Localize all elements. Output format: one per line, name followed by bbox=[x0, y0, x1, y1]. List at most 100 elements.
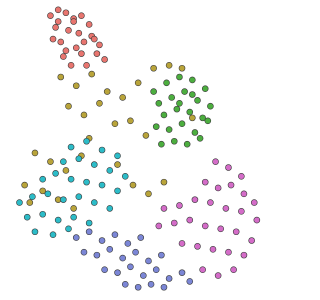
point bbox=[158, 140, 165, 148]
point bbox=[253, 216, 261, 224]
point bbox=[232, 228, 240, 236]
point bbox=[178, 120, 186, 128]
point bbox=[127, 117, 134, 125]
point bbox=[207, 102, 214, 110]
point bbox=[57, 73, 65, 81]
point bbox=[31, 149, 39, 157]
point bbox=[124, 240, 132, 247]
point bbox=[240, 190, 248, 198]
point bbox=[83, 137, 90, 145]
point bbox=[173, 105, 181, 113]
point bbox=[181, 88, 188, 95]
point bbox=[62, 9, 70, 17]
point bbox=[145, 257, 152, 265]
point bbox=[75, 29, 83, 37]
point bbox=[191, 129, 199, 136]
point bbox=[80, 248, 88, 256]
point bbox=[54, 18, 62, 25]
point bbox=[186, 108, 194, 116]
point bbox=[186, 216, 194, 224]
point bbox=[67, 143, 75, 151]
point bbox=[204, 117, 212, 125]
point bbox=[238, 208, 245, 215]
point bbox=[152, 123, 160, 130]
point bbox=[80, 38, 88, 46]
point bbox=[134, 79, 142, 87]
point bbox=[65, 225, 72, 233]
point bbox=[147, 281, 155, 288]
point bbox=[178, 240, 186, 247]
point bbox=[199, 114, 206, 122]
point bbox=[189, 114, 196, 122]
point bbox=[250, 199, 258, 206]
point bbox=[163, 79, 170, 87]
point bbox=[70, 18, 77, 25]
point bbox=[54, 6, 62, 14]
point bbox=[78, 50, 85, 57]
point bbox=[145, 190, 152, 198]
point bbox=[183, 140, 191, 148]
point bbox=[207, 199, 214, 206]
point bbox=[129, 181, 137, 189]
point bbox=[21, 181, 28, 189]
point bbox=[98, 181, 106, 189]
point bbox=[170, 137, 178, 145]
point bbox=[127, 263, 134, 271]
point bbox=[225, 248, 232, 256]
point bbox=[176, 99, 183, 107]
point bbox=[201, 178, 209, 186]
point bbox=[39, 187, 47, 195]
point bbox=[60, 158, 67, 165]
point bbox=[65, 26, 72, 34]
point bbox=[101, 56, 108, 63]
point bbox=[209, 245, 217, 253]
point bbox=[152, 266, 160, 274]
point bbox=[60, 196, 67, 203]
point bbox=[83, 62, 90, 69]
point bbox=[67, 62, 75, 69]
point bbox=[186, 278, 194, 285]
chart bbox=[16, 6, 261, 291]
point bbox=[91, 161, 98, 168]
point bbox=[72, 82, 80, 90]
point bbox=[96, 99, 103, 107]
point bbox=[47, 158, 54, 165]
point bbox=[222, 205, 230, 212]
point bbox=[103, 88, 111, 95]
point bbox=[158, 251, 165, 259]
point bbox=[230, 266, 237, 274]
point bbox=[39, 175, 47, 183]
point bbox=[29, 193, 36, 201]
point bbox=[49, 231, 57, 238]
point bbox=[168, 94, 175, 101]
point bbox=[142, 132, 150, 139]
point bbox=[160, 111, 168, 119]
point bbox=[201, 85, 209, 92]
point bbox=[111, 120, 119, 128]
point bbox=[212, 158, 219, 165]
point bbox=[106, 245, 114, 253]
point bbox=[165, 126, 173, 133]
point bbox=[106, 205, 114, 212]
point bbox=[62, 47, 70, 55]
point bbox=[106, 167, 114, 174]
point bbox=[44, 190, 52, 198]
point bbox=[160, 178, 168, 186]
point bbox=[165, 62, 173, 69]
point bbox=[170, 219, 178, 227]
point bbox=[137, 234, 145, 241]
point bbox=[91, 199, 98, 206]
point bbox=[72, 44, 80, 52]
point bbox=[85, 21, 93, 28]
point bbox=[150, 88, 157, 95]
point bbox=[85, 219, 93, 227]
point bbox=[189, 91, 196, 98]
point bbox=[114, 269, 121, 276]
point bbox=[160, 283, 168, 291]
point bbox=[70, 205, 77, 212]
point bbox=[31, 228, 39, 236]
point bbox=[150, 64, 157, 72]
point bbox=[214, 184, 222, 192]
point bbox=[65, 102, 72, 110]
